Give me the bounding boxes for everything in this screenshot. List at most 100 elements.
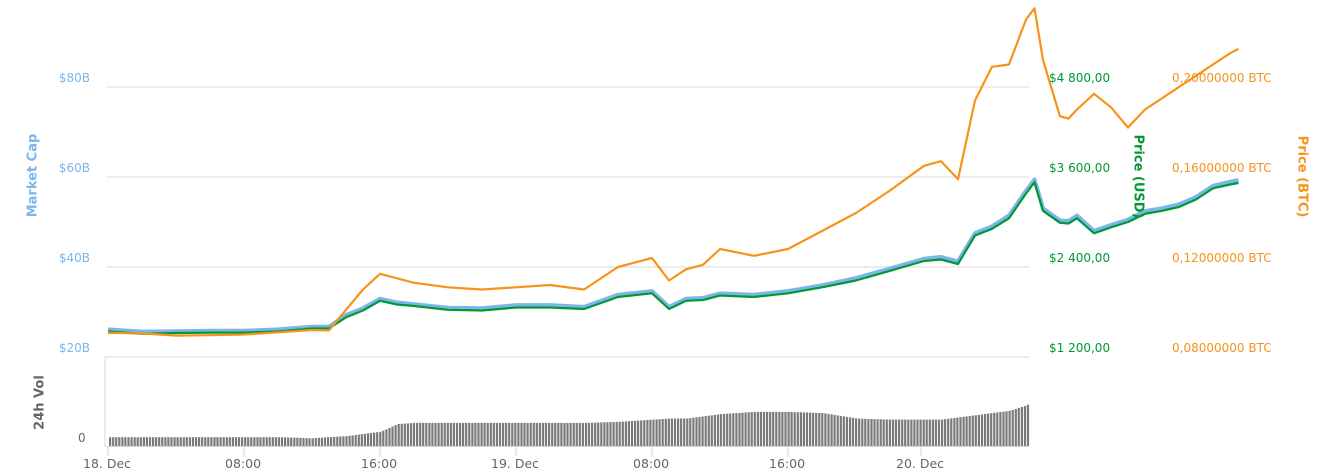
volume-bar[interactable] <box>753 411 756 446</box>
volume-bar[interactable] <box>584 422 588 446</box>
volume-bar[interactable] <box>845 416 848 446</box>
volume-bar[interactable] <box>775 411 778 446</box>
volume-bar[interactable] <box>459 422 462 446</box>
volume-bar[interactable] <box>317 437 320 446</box>
volume-bar[interactable] <box>796 412 799 446</box>
volume-bar[interactable] <box>618 421 621 446</box>
volume-bar[interactable] <box>848 417 852 446</box>
volume-bar[interactable] <box>406 423 409 446</box>
volume-bar[interactable] <box>388 427 391 446</box>
volume-bar[interactable] <box>502 422 505 446</box>
volume-bar[interactable] <box>888 419 891 446</box>
volume-bar[interactable] <box>664 418 667 446</box>
volume-bar[interactable] <box>836 415 839 446</box>
volume-bar[interactable] <box>876 419 879 446</box>
volume-bar[interactable] <box>784 411 787 446</box>
volume-bar[interactable] <box>738 412 741 446</box>
volume-bar[interactable] <box>188 437 191 446</box>
volume-bar[interactable] <box>655 419 658 446</box>
volume-bar[interactable] <box>327 437 330 446</box>
volume-bar[interactable] <box>145 437 148 446</box>
volume-bar[interactable] <box>385 429 388 446</box>
volume-bar[interactable] <box>109 437 112 446</box>
volume-bar[interactable] <box>689 418 692 446</box>
volume-bar[interactable] <box>287 437 290 447</box>
volume-bar[interactable] <box>962 416 965 446</box>
volume-bar[interactable] <box>925 419 928 446</box>
volume-bar[interactable] <box>661 419 664 446</box>
volume-bar[interactable] <box>216 437 219 446</box>
volume-bar[interactable] <box>867 418 870 446</box>
volume-bar[interactable] <box>858 418 861 446</box>
volume-bar[interactable] <box>726 413 729 446</box>
volume-bar[interactable] <box>182 437 185 446</box>
volume-bar[interactable] <box>839 415 842 446</box>
volume-bar[interactable] <box>523 422 526 446</box>
volume-bar[interactable] <box>658 419 661 446</box>
volume-bar[interactable] <box>422 422 425 446</box>
volume-bar[interactable] <box>161 437 164 446</box>
volume-bar[interactable] <box>234 437 238 446</box>
volume-bar[interactable] <box>477 422 480 446</box>
volume-bar[interactable] <box>833 414 836 446</box>
volume-bar[interactable] <box>403 423 406 446</box>
volume-bar[interactable] <box>152 437 155 446</box>
volume-bar[interactable] <box>514 422 517 446</box>
volume-bar[interactable] <box>575 422 578 446</box>
volume-bar[interactable] <box>977 414 980 446</box>
volume-bar[interactable] <box>468 422 471 446</box>
volume-bar[interactable] <box>719 414 723 446</box>
volume-bar[interactable] <box>762 411 766 446</box>
volume-bar[interactable] <box>440 422 443 446</box>
volume-bar[interactable] <box>772 411 775 446</box>
volume-bar[interactable] <box>363 433 366 446</box>
volume-bar[interactable] <box>198 437 201 446</box>
volume-bar[interactable] <box>308 438 311 446</box>
volume-bar[interactable] <box>667 418 670 446</box>
volume-bar[interactable] <box>698 416 701 446</box>
volume-bar[interactable] <box>566 422 569 446</box>
volume-bar[interactable] <box>222 437 225 446</box>
volume-bar[interactable] <box>330 437 333 446</box>
volume-bar[interactable] <box>333 436 336 446</box>
volume-bar[interactable] <box>179 437 182 446</box>
volume-bar[interactable] <box>241 437 244 446</box>
volume-bar[interactable] <box>919 419 922 446</box>
volume-bar[interactable] <box>799 412 802 446</box>
volume-bar[interactable] <box>391 426 394 447</box>
volume-bar[interactable] <box>311 438 314 446</box>
volume-bar[interactable] <box>262 437 265 446</box>
volume-bar[interactable] <box>428 422 431 446</box>
volume-bar[interactable] <box>683 418 686 447</box>
volume-bar[interactable] <box>937 419 941 446</box>
volume-bar[interactable] <box>1014 409 1017 446</box>
volume-bar[interactable] <box>630 421 634 446</box>
volume-bar[interactable] <box>544 422 548 446</box>
volume-bar[interactable] <box>176 437 179 446</box>
volume-bar[interactable] <box>928 419 931 446</box>
volume-bar[interactable] <box>201 437 204 446</box>
volume-bar[interactable] <box>434 422 437 446</box>
volume-bar[interactable] <box>133 437 136 446</box>
volume-bar[interactable] <box>704 416 707 446</box>
volume-bar[interactable] <box>879 419 882 446</box>
volume-bar[interactable] <box>228 437 231 446</box>
volume-bar[interactable] <box>744 412 747 447</box>
volume-bar[interactable] <box>842 416 845 446</box>
volume-bar[interactable] <box>247 437 250 446</box>
volume-bar[interactable] <box>265 437 268 446</box>
volume-bar[interactable] <box>164 437 167 446</box>
price-btc-line[interactable] <box>107 7 1240 337</box>
volume-bar[interactable] <box>993 412 996 446</box>
volume-bar[interactable] <box>643 420 646 446</box>
volume-bar[interactable] <box>158 437 161 446</box>
volume-bar[interactable] <box>627 421 630 446</box>
volume-bar[interactable] <box>916 419 919 446</box>
volume-bar[interactable] <box>652 419 655 446</box>
volume-bar[interactable] <box>612 422 615 446</box>
volume-bar[interactable] <box>885 419 888 447</box>
volume-bar[interactable] <box>861 418 864 446</box>
volume-bar[interactable] <box>560 422 563 446</box>
volume-bar[interactable] <box>830 414 833 446</box>
volume-bar[interactable] <box>495 422 498 446</box>
